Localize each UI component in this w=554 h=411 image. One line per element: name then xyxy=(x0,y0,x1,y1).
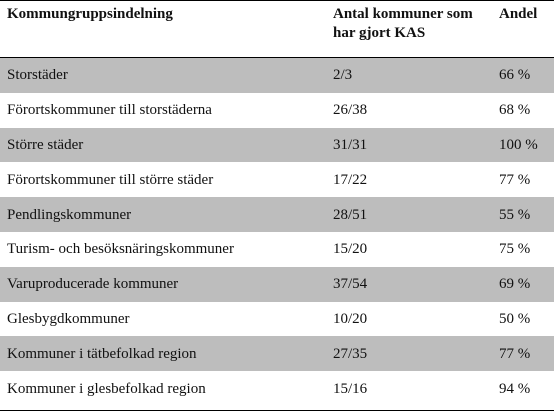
count-cell: 10/20 xyxy=(333,310,368,327)
table-body: Storstäder 2/3 66 % Förortskommuner till… xyxy=(0,58,554,406)
count-cell: 15/20 xyxy=(333,241,368,258)
count-cell: 26/38 xyxy=(333,102,368,119)
header-share: Andel xyxy=(499,6,538,22)
table-row: Varuproducerade kommuner 37/54 69 % xyxy=(0,266,554,302)
table-row: Kommuner i tätbefolkad region 27/35 77 % xyxy=(0,336,554,372)
count-cell: 2/3 xyxy=(333,67,353,84)
table-row: Glesbygdkommuner 10/20 50 % xyxy=(0,302,554,337)
table-row: Kommuner i glesbefolkad region 15/16 94 … xyxy=(0,371,554,406)
group-cell: Förortskommuner till större städer xyxy=(7,171,214,188)
table-row: Förortskommuner till storstäderna 26/38 … xyxy=(0,93,554,128)
count-cell: 27/35 xyxy=(333,345,368,362)
share-cell: 55 % xyxy=(499,206,531,223)
group-cell: Glesbygdkommuner xyxy=(7,310,130,327)
table-row: Större städer 31/31 100 % xyxy=(0,127,554,163)
share-cell: 100 % xyxy=(499,136,538,153)
group-cell: Pendlingskommuner xyxy=(7,206,132,223)
share-cell: 77 % xyxy=(499,345,531,362)
group-cell: Större städer xyxy=(7,136,84,153)
share-cell: 77 % xyxy=(499,171,531,188)
table-header-row: Kommungruppsindelning Antal kommuner som… xyxy=(0,0,554,58)
group-cell: Kommuner i glesbefolkad region xyxy=(7,380,206,397)
share-cell: 75 % xyxy=(499,241,531,258)
group-cell: Storstäder xyxy=(7,67,68,84)
table-row: Turism- och besöksnäringskommuner 15/20 … xyxy=(0,232,554,267)
count-cell: 37/54 xyxy=(333,276,368,293)
count-cell: 31/31 xyxy=(333,136,368,153)
share-cell: 94 % xyxy=(499,380,531,397)
table-row: Storstäder 2/3 66 % xyxy=(0,58,554,93)
group-cell: Förortskommuner till storstäderna xyxy=(7,102,212,119)
group-cell: Varuproducerade kommuner xyxy=(7,276,179,293)
group-cell: Kommuner i tätbefolkad region xyxy=(7,345,197,362)
share-cell: 69 % xyxy=(499,276,531,293)
count-cell: 28/51 xyxy=(333,206,368,223)
table-row: Förortskommuner till större städer 17/22… xyxy=(0,162,554,197)
group-cell: Turism- och besöksnäringskommuner xyxy=(7,241,234,258)
share-cell: 68 % xyxy=(499,102,531,119)
table-row: Pendlingskommuner 28/51 55 % xyxy=(0,197,554,232)
count-cell: 15/16 xyxy=(333,380,368,397)
header-group: Kommungruppsindelning xyxy=(7,6,173,22)
share-cell: 50 % xyxy=(499,310,531,327)
count-cell: 17/22 xyxy=(333,171,368,188)
share-cell: 66 % xyxy=(499,67,531,84)
header-count: Antal kommuner som har gjort KAS xyxy=(333,6,473,41)
